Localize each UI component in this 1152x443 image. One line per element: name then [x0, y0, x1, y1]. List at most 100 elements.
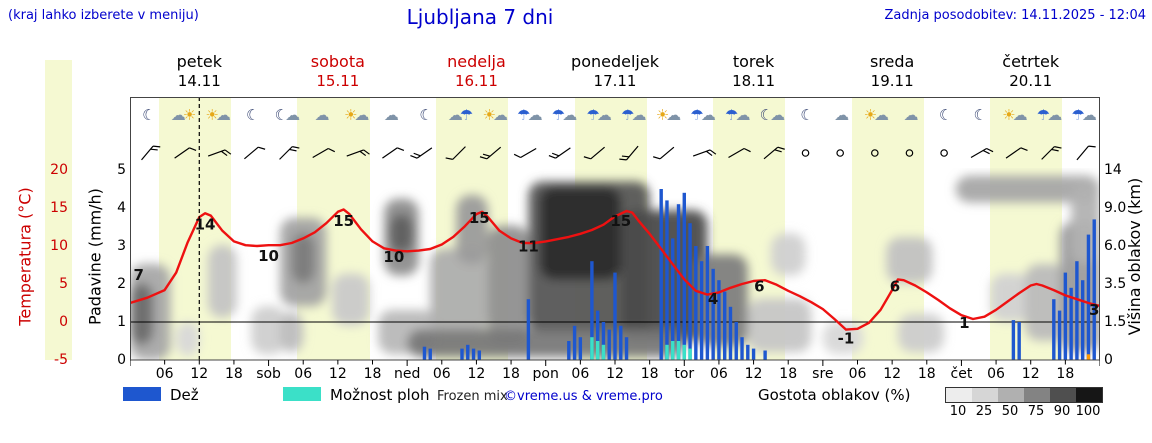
calm-wind-icon [905, 149, 914, 157]
rain-bar [619, 325, 623, 360]
rain-bar [607, 329, 611, 360]
gradient-segment [1024, 388, 1050, 402]
rain-bar [1092, 219, 1096, 360]
scale-label: 75 [1027, 404, 1045, 419]
cloud-height-tick: 1.5 [1104, 314, 1127, 330]
day-name: sobota [310, 52, 365, 71]
rain-bar [1063, 272, 1068, 360]
day-date: 19.11 [870, 72, 914, 90]
cloud-height-tick: 0 [1104, 352, 1113, 368]
icon-glyph: ☁ [596, 106, 612, 124]
wind-barb [619, 145, 639, 161]
rain-bar [734, 322, 738, 360]
precipitation-tick: 5 [117, 162, 126, 178]
weather-icon: ☂☁ [1037, 106, 1062, 124]
temperature-axis-ticks: 20 15 10 5 0 -5 [38, 97, 68, 368]
temperature-tick: 0 [59, 314, 68, 330]
icon-glyph: ☂ [551, 106, 566, 124]
rain-bar [572, 325, 577, 360]
icon-glyph: ☀ [1002, 106, 1016, 124]
weather-icon: ☾ [800, 106, 814, 124]
cloud-blob [897, 313, 945, 353]
icon-glyph: ☁ [492, 106, 508, 124]
cloud-blob [130, 283, 154, 345]
day-date: 15.11 [316, 72, 360, 90]
rain-bar [763, 350, 767, 360]
precipitation-tick: 1 [117, 314, 126, 330]
weather-icon: ☁☀ [171, 106, 197, 124]
icon-glyph: ☂ [517, 106, 531, 124]
meteogram-plot: 7 14 10 15 10 15 11 15 4 6 -1 6 1 3 [130, 97, 1100, 366]
scale-label: 25 [975, 404, 993, 419]
copyright-link[interactable]: ©vreme.us & vreme.pro [504, 389, 663, 404]
weather-icon: ☀☁ [344, 106, 369, 124]
xtick-label: 18 [779, 366, 798, 382]
precipitation-tick: 3 [117, 238, 126, 254]
temperature-value-label: 15 [469, 209, 490, 227]
day-header-row: petek 14.11 sobota 15.11 nedelja 16.11 ponedel… [130, 52, 1100, 96]
icon-glyph: ☂ [1071, 106, 1085, 124]
showers-legend-label: Možnost ploh [330, 386, 430, 404]
left-day-strip [45, 60, 72, 360]
rain-legend-swatch [123, 387, 161, 401]
wind-barb [445, 146, 466, 160]
cloud-blob [695, 254, 748, 347]
wind-barb [346, 149, 370, 157]
cloud-height-axis-ticks: 14 9.0 6.0 3.5 1.5 0 [1104, 97, 1150, 368]
temperature-value-label: 10 [383, 248, 404, 266]
temperature-value-label: 6 [754, 278, 764, 296]
calm-wind-icon [836, 149, 844, 157]
rain-bar [1080, 280, 1085, 360]
scale-label: 10 [949, 404, 967, 419]
rain-bar [477, 350, 482, 360]
wind-barb [479, 146, 502, 160]
gradient-segment [998, 388, 1024, 402]
weather-icon: ☀☁ [483, 106, 508, 124]
xtick-label: 12 [606, 366, 624, 382]
gradient-segment [1050, 388, 1076, 402]
wind-barb-row [141, 145, 1096, 161]
cloud-blob [176, 321, 200, 357]
weather-icon: ☁☂ [447, 106, 474, 124]
weather-icon: ☂☁ [551, 106, 577, 124]
icon-glyph: ☂ [586, 106, 600, 124]
wind-barb [583, 146, 605, 160]
cloud-blob [990, 273, 1031, 322]
cloud-blob [747, 298, 812, 353]
rain-bar [1069, 287, 1073, 360]
cloud-blob [280, 312, 304, 353]
wind-barb [763, 146, 785, 160]
day-name: petek [176, 52, 222, 71]
weather-icon: ☾ [142, 106, 156, 124]
xtick-label: čet [950, 366, 973, 382]
weather-icon: ☀☁ [864, 106, 889, 124]
rain-bar [595, 310, 600, 360]
xtick-label: 06 [155, 366, 174, 382]
precipitation-tick: 4 [117, 200, 126, 216]
weather-icon: ☂☁ [725, 106, 750, 124]
weather-icon: ☀☁ [1002, 106, 1028, 124]
icon-glyph: ☁ [447, 106, 463, 124]
scale-label: 90 [1053, 404, 1071, 419]
temperature-value-label: 3 [1089, 301, 1099, 319]
day-name: nedelja [447, 52, 506, 71]
icon-glyph: ☀ [655, 106, 670, 124]
wind-barb [653, 146, 675, 160]
icon-glyph: ☁ [631, 106, 647, 124]
temperature-tick: 15 [50, 200, 68, 216]
icon-glyph: ☁ [1012, 106, 1028, 124]
cloud-density-legend-label: Gostota oblakov (%) [758, 386, 911, 404]
rain-bar [746, 344, 750, 360]
weather-icon: ☁ [384, 106, 399, 124]
day-name: sreda [869, 52, 915, 71]
shower-bar [682, 344, 686, 360]
temperature-tick: -5 [54, 352, 68, 368]
rain-legend-label: Dež [170, 386, 199, 404]
icon-glyph: ☁ [215, 106, 231, 124]
xtick-label: ned [393, 366, 421, 382]
cloud-blob [389, 214, 413, 253]
rain-bar [1057, 310, 1062, 360]
precipitation-axis-ticks: 5 4 3 2 1 0 [96, 97, 126, 368]
rain-bar [601, 322, 606, 360]
temperature-value-label: 4 [708, 290, 718, 308]
